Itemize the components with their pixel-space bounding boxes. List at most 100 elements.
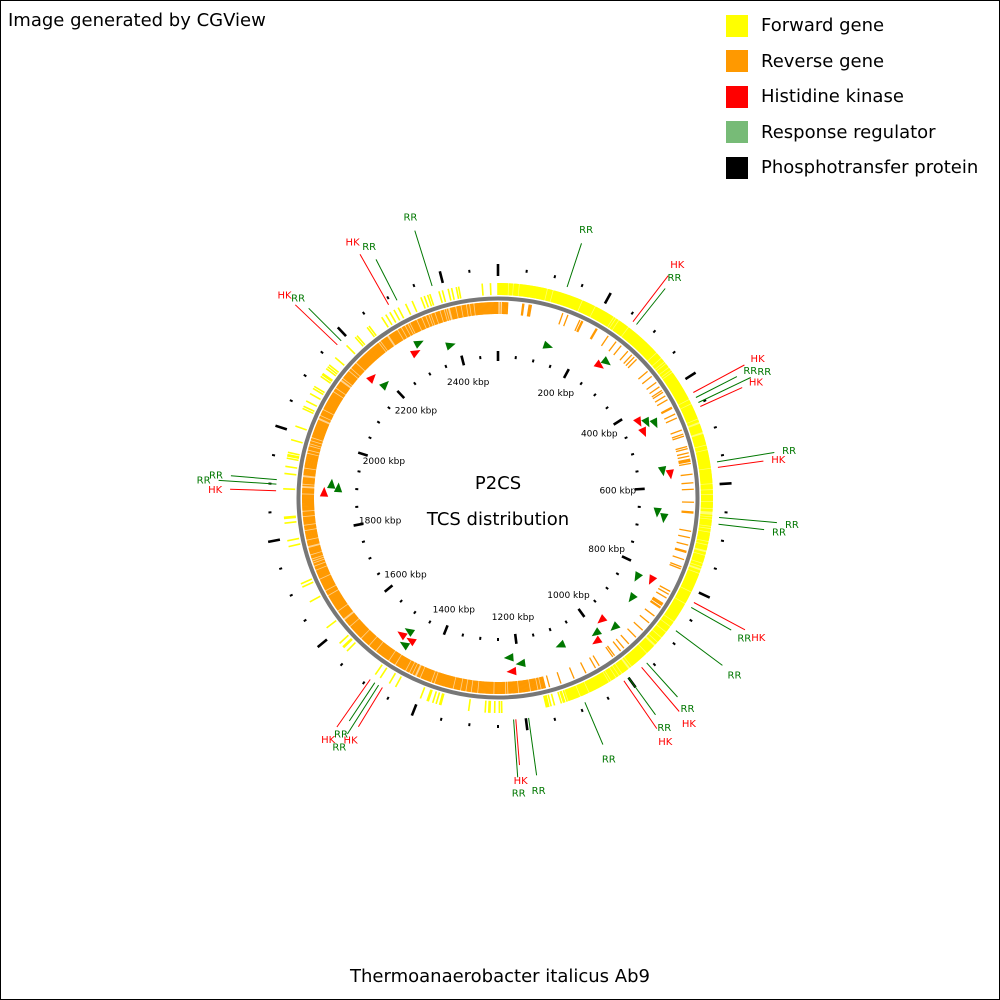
reverse-gene	[339, 606, 350, 615]
forward-gene	[640, 641, 650, 652]
reverse-gene	[302, 477, 316, 480]
forward-gene	[684, 412, 696, 419]
inner-tick	[630, 540, 635, 544]
reverse-gene	[518, 680, 522, 693]
reverse-gene	[677, 455, 690, 460]
forward-gene	[658, 365, 669, 375]
forward-gene	[666, 610, 677, 619]
reverse-gene	[367, 635, 377, 646]
reverse-gene	[435, 311, 441, 324]
forward-gene	[696, 539, 709, 544]
forward-gene	[700, 516, 713, 519]
forward-gene	[690, 430, 703, 436]
reverse-gene	[302, 487, 315, 490]
forward-gene	[683, 579, 695, 587]
forward-gene	[286, 457, 299, 462]
reverse-gene	[380, 340, 389, 351]
forward-gene	[676, 594, 688, 602]
tick-label: 1200 kbp	[492, 613, 535, 623]
reverse-gene	[302, 515, 316, 519]
reverse-gene	[436, 311, 442, 324]
reverse-gene	[302, 513, 315, 517]
forward-gene	[693, 439, 706, 445]
reverse-gene	[308, 545, 321, 551]
inner-tick	[387, 406, 391, 410]
reverse-gene	[478, 681, 481, 694]
callout-line	[348, 682, 376, 722]
reverse-gene	[478, 302, 482, 315]
forward-gene	[438, 291, 443, 304]
forward-gene	[664, 613, 675, 622]
forward-gene	[426, 689, 432, 702]
outer-tick	[336, 326, 347, 338]
reverse-gene	[403, 658, 411, 671]
forward-gene	[698, 463, 711, 468]
reverse-gene	[323, 580, 335, 588]
forward-gene	[669, 382, 681, 391]
reverse-gene	[396, 655, 404, 667]
forward-gene	[644, 349, 655, 360]
reverse-gene	[479, 681, 482, 694]
reverse-gene	[676, 452, 689, 457]
forward-gene	[699, 473, 712, 477]
reverse-gene	[317, 419, 330, 426]
forward-gene	[624, 655, 634, 667]
reverse-gene	[359, 627, 369, 638]
forward-gene	[639, 642, 650, 653]
reverse-gene	[540, 676, 545, 689]
forward-gene	[688, 567, 700, 574]
reverse-gene	[568, 667, 575, 679]
forward-gene	[665, 377, 677, 386]
forward-gene	[667, 608, 679, 617]
reverse-gene	[369, 636, 379, 647]
reverse-gene	[436, 672, 442, 685]
forward-gene	[594, 675, 602, 688]
callout-line	[584, 702, 604, 745]
reverse-gene	[327, 588, 339, 596]
reverse-gene	[421, 667, 428, 680]
legend-item: Histidine kinase	[726, 79, 978, 115]
reverse-gene	[308, 544, 321, 550]
inner-tick	[442, 624, 449, 636]
forward-gene	[700, 478, 713, 481]
reverse-gene	[519, 680, 523, 693]
forward-gene	[637, 644, 647, 655]
forward-gene	[506, 283, 509, 296]
reverse-gene	[354, 363, 364, 373]
outer-tick	[267, 538, 281, 544]
forward-gene	[621, 327, 631, 338]
forward-gene	[623, 328, 632, 340]
reverse-gene	[309, 546, 321, 552]
histidine-kinase-marker	[638, 426, 646, 437]
forward-gene	[681, 584, 693, 591]
forward-gene	[327, 366, 338, 375]
forward-gene	[641, 346, 652, 356]
forward-gene	[655, 624, 666, 634]
reverse-gene	[652, 596, 664, 605]
forward-gene	[700, 508, 713, 511]
forward-gene	[283, 515, 296, 519]
forward-gene	[578, 300, 585, 313]
forward-gene	[699, 521, 712, 525]
histidine-kinase-marker	[593, 359, 604, 369]
reverse-gene	[334, 388, 346, 397]
reverse-gene	[527, 304, 532, 317]
backbone-circle	[296, 296, 700, 700]
forward-gene	[606, 668, 615, 680]
forward-gene	[606, 669, 614, 681]
reverse-gene	[474, 680, 478, 693]
callout-line	[623, 680, 658, 729]
forward-gene	[585, 303, 592, 316]
response-regulator-marker	[404, 628, 416, 637]
reverse-gene	[410, 662, 418, 675]
forward-gene	[588, 305, 596, 317]
forward-gene	[303, 405, 315, 413]
forward-gene	[589, 678, 597, 690]
forward-gene	[600, 312, 608, 324]
forward-gene	[431, 691, 438, 704]
reverse-gene	[625, 356, 635, 367]
reverse-gene	[429, 314, 435, 326]
reverse-gene	[380, 645, 389, 656]
reverse-gene	[545, 675, 551, 688]
reverse-gene	[308, 446, 321, 451]
